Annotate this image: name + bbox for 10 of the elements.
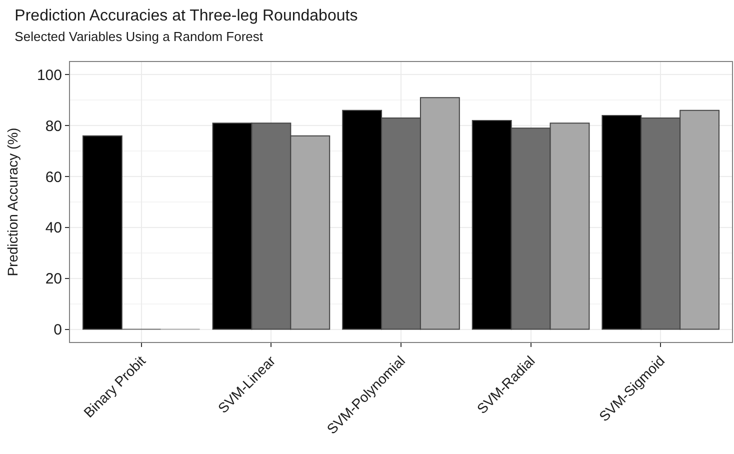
y-axis-title: Prediction Accuracy (%) [4, 128, 21, 276]
chart-title: Prediction Accuracies at Three-leg Roundabouts [14, 7, 358, 24]
y-tick-label: 40 [45, 220, 62, 237]
y-tick-label: 60 [45, 168, 62, 186]
y-tick-label: 100 [36, 66, 62, 84]
y-tick-label: 0 [54, 322, 62, 339]
y-tick-label: 80 [45, 118, 62, 135]
bar [82, 135, 122, 330]
y-tick-label: 20 [45, 270, 62, 288]
chart-subtitle: Selected Variables Using a Random Forest [14, 29, 264, 44]
